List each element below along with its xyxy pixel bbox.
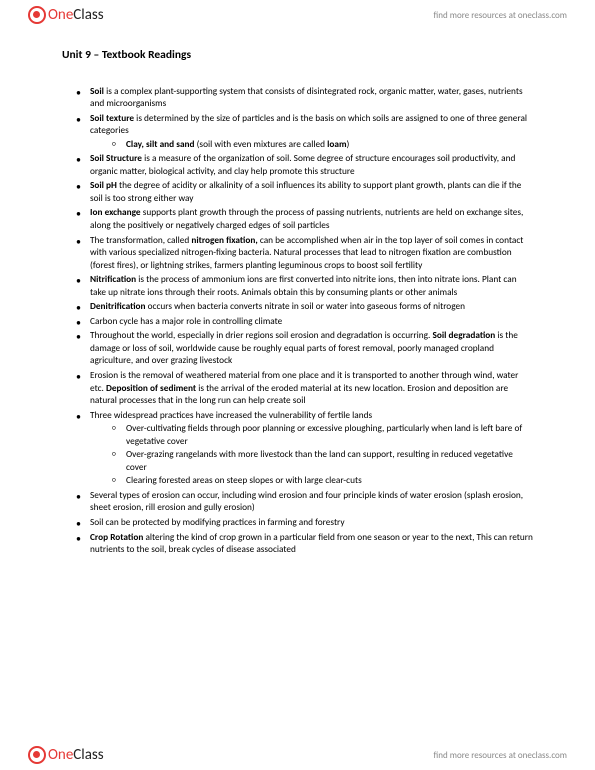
list-item-text: Several types of erosion can occur, incl… [90,490,523,514]
list-item-text: Denitrification occurs when bacteria con… [90,301,465,312]
sub-list-item: Over-cultivating fields through poor pla… [112,423,533,448]
page-header: OneClass find more resources at oneclass… [0,0,595,30]
logo-part2-footer: Class [73,746,103,764]
logo-icon [28,746,46,764]
list-item: Throughout the world, especially in drie… [76,330,533,368]
document-body: Unit 9 – Textbook Readings Soil is a com… [0,30,595,599]
logo-part1-footer: One [48,746,73,764]
list-item-text: Soil Structure is a measure of the organ… [90,153,515,177]
list-item: Soil can be protected by modifying pract… [76,517,533,530]
list-item: Nitrification is the process of ammonium… [76,274,533,299]
logo-text: OneClass [48,6,104,24]
logo-icon [28,6,46,24]
page-footer: OneClass find more resources at oneclass… [0,740,595,770]
list-item-text: Nitrification is the process of ammonium… [90,274,517,298]
logo-part2: Class [73,6,103,24]
notes-list: Soil is a complex plant-supporting syste… [62,86,533,557]
list-item-text: Three widespread practices have increase… [90,410,372,421]
logo-text-footer: OneClass [48,746,104,764]
sub-list-item: Over-grazing rangelands with more livest… [112,449,533,474]
sub-list: Clay, silt and sand (soil with even mixt… [90,139,533,152]
list-item: Soil texture is determined by the size o… [76,113,533,152]
brand-logo: OneClass [28,6,104,24]
list-item: Denitrification occurs when bacteria con… [76,301,533,314]
list-item-text: Carbon cycle has a major role in control… [90,316,282,327]
list-item-text: Erosion is the removal of weathered mate… [90,370,518,406]
footer-tagline: find more resources at oneclass.com [434,750,567,761]
list-item: Soil is a complex plant-supporting syste… [76,86,533,111]
list-item: Soil pH the degree of acidity or alkalin… [76,180,533,205]
header-tagline: find more resources at oneclass.com [434,10,567,21]
list-item-text: Soil is a complex plant-supporting syste… [90,86,523,110]
logo-part1: One [48,6,73,24]
list-item-text: The transformation, called nitrogen fixa… [90,235,523,271]
list-item-text: Soil texture is determined by the size o… [90,113,527,137]
list-item: Erosion is the removal of weathered mate… [76,370,533,408]
list-item: Several types of erosion can occur, incl… [76,490,533,515]
list-item-text: Soil pH the degree of acidity or alkalin… [90,180,521,204]
sub-list: Over-cultivating fields through poor pla… [90,423,533,488]
list-item: Crop Rotation altering the kind of crop … [76,532,533,557]
sub-list-item: Clearing forested areas on steep slopes … [112,475,533,488]
list-item: The transformation, called nitrogen fixa… [76,235,533,273]
list-item: Ion exchange supports plant growth throu… [76,207,533,232]
list-item-text: Crop Rotation altering the kind of crop … [90,532,533,556]
brand-logo-footer: OneClass [28,746,104,764]
list-item-text: Ion exchange supports plant growth throu… [90,207,523,231]
list-item-text: Throughout the world, especially in drie… [90,330,518,366]
sub-list-item: Clay, silt and sand (soil with even mixt… [112,139,533,152]
list-item: Carbon cycle has a major role in control… [76,316,533,329]
page-title: Unit 9 – Textbook Readings [62,48,533,64]
list-item: Soil Structure is a measure of the organ… [76,153,533,178]
list-item-text: Soil can be protected by modifying pract… [90,517,345,528]
list-item: Three widespread practices have increase… [76,410,533,488]
